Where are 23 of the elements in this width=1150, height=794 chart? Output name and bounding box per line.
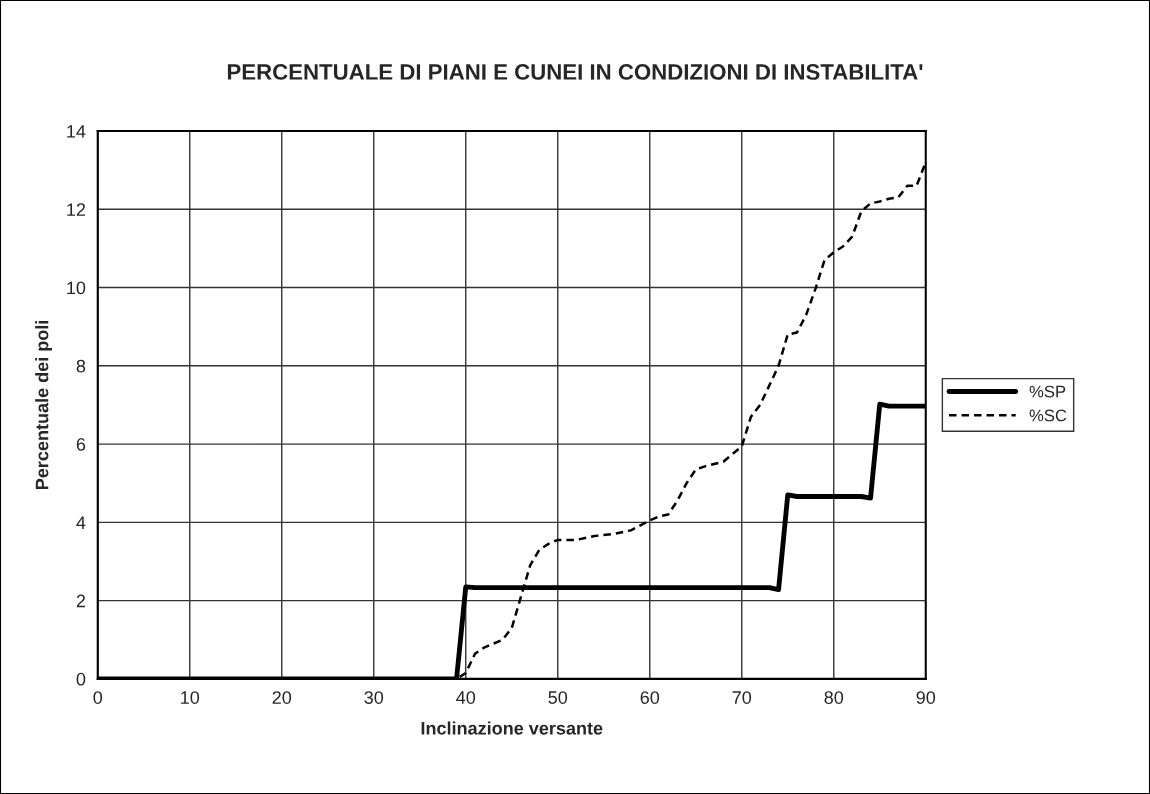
x-tick-label: 50 bbox=[548, 691, 568, 704]
y-tick-label: 12 bbox=[67, 203, 86, 216]
x-tick-label: 80 bbox=[824, 691, 844, 704]
y-tick-label: 4 bbox=[76, 516, 86, 529]
y-tick-label: 2 bbox=[76, 594, 86, 608]
x-tick-label: 90 bbox=[916, 691, 936, 704]
x-tick-label: 60 bbox=[640, 691, 660, 704]
x-tick-label: 10 bbox=[181, 691, 200, 704]
x-axis-title: Inclinazione versante bbox=[421, 721, 603, 735]
x-tick-label: 30 bbox=[364, 691, 384, 704]
x-tick-label: 20 bbox=[272, 691, 292, 704]
x-tick-label: 40 bbox=[456, 691, 476, 704]
legend-label: %SP bbox=[1029, 385, 1066, 398]
legend-label: %SC bbox=[1029, 409, 1067, 422]
x-tick-label: 70 bbox=[732, 691, 752, 704]
y-axis-title: Percentuale dei poli bbox=[35, 320, 52, 490]
x-tick-label: 0 bbox=[93, 691, 103, 704]
y-tick-label: 10 bbox=[67, 281, 86, 295]
chart-title: PERCENTUALE DI PIANI E CUNEI IN CONDIZIONI DI INSTABILITA' bbox=[227, 64, 923, 80]
y-tick-label: 14 bbox=[67, 125, 86, 138]
y-tick-label: 6 bbox=[76, 438, 86, 451]
y-tick-label: 0 bbox=[76, 672, 86, 686]
y-tick-label: 8 bbox=[76, 359, 86, 373]
